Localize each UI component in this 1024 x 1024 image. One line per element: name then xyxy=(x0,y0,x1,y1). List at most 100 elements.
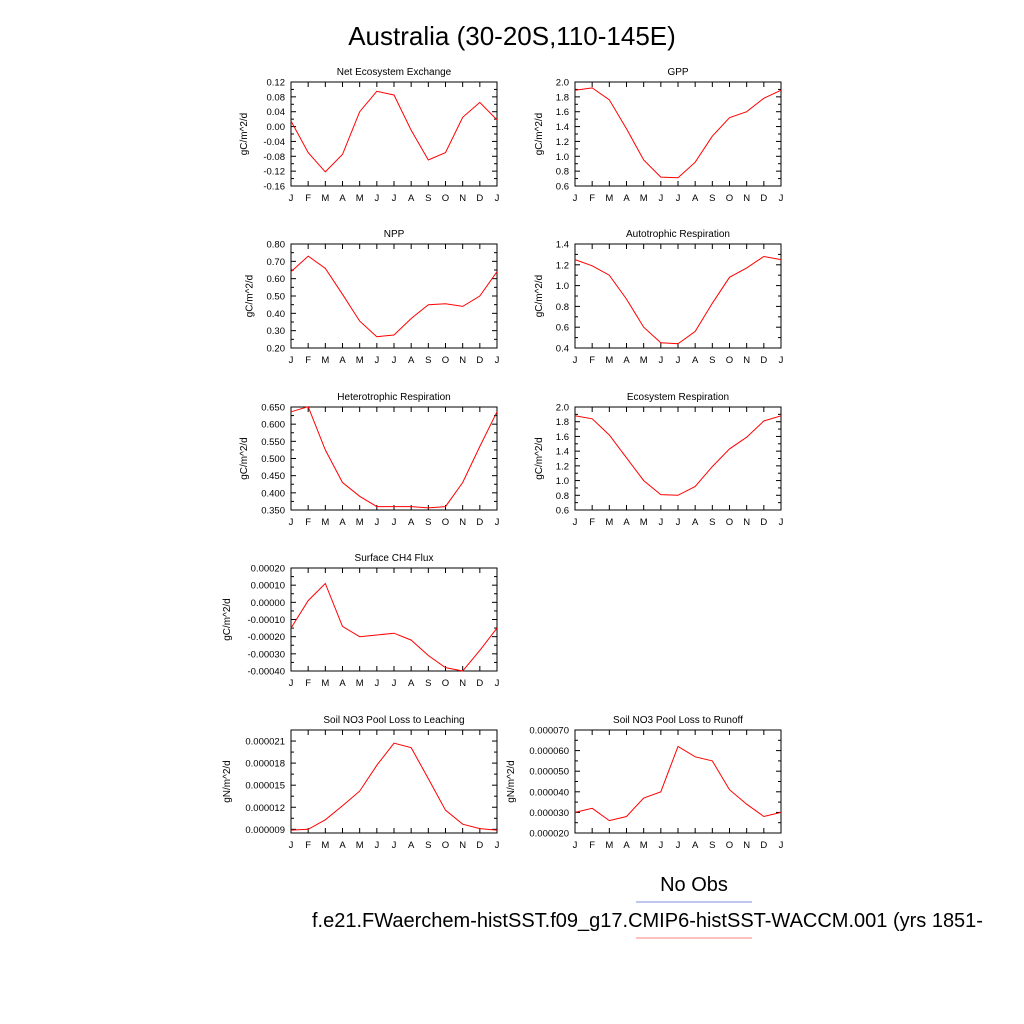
y-tick-label: 1.2 xyxy=(556,461,569,472)
x-tick-label: J xyxy=(289,355,294,366)
y-tick-label: 0.50 xyxy=(267,292,286,303)
x-tick-label: J xyxy=(779,517,784,528)
plot-frame xyxy=(290,81,498,187)
x-tick-label: N xyxy=(743,517,750,528)
x-tick-label: F xyxy=(305,517,311,528)
x-tick-label: N xyxy=(743,840,750,851)
y-tick-label: 0.450 xyxy=(261,471,285,482)
x-tick-label: J xyxy=(779,193,784,204)
y-tick-label: 0.20 xyxy=(267,344,286,355)
x-tick-label: J xyxy=(658,517,663,528)
y-tick-label: 0.8 xyxy=(556,491,569,502)
y-tick-label: 0.650 xyxy=(261,403,285,414)
y-tick-label: 0.500 xyxy=(261,454,285,465)
x-tick-label: M xyxy=(640,840,648,851)
x-tick-label: M xyxy=(321,193,329,204)
y-tick-label: 0.600 xyxy=(261,420,285,431)
x-tick-label: O xyxy=(442,840,449,851)
y-tick-label: 0.6 xyxy=(556,182,569,193)
x-tick-label: S xyxy=(709,517,715,528)
x-tick-label: S xyxy=(709,840,715,851)
x-tick-label: J xyxy=(392,193,397,204)
x-tick-label: F xyxy=(305,193,311,204)
panel-title: Heterotrophic Respiration xyxy=(337,392,450,403)
panel-title: Surface CH4 Flux xyxy=(355,553,434,564)
x-tick-label: D xyxy=(476,678,483,689)
y-tick-label: 0.00 xyxy=(267,122,286,133)
x-tick-label: D xyxy=(760,193,767,204)
x-tick-label: A xyxy=(339,840,346,851)
y-tick-label: 0.04 xyxy=(267,107,286,118)
x-tick-label: D xyxy=(476,517,483,528)
y-axis-label: gC/m^2/d xyxy=(239,437,250,480)
series-line xyxy=(574,415,782,496)
y-tick-label: 0.30 xyxy=(267,326,286,337)
x-tick-label: M xyxy=(321,840,329,851)
x-tick-label: N xyxy=(459,678,466,689)
x-tick-label: O xyxy=(442,678,449,689)
panel-title: Ecosystem Respiration xyxy=(627,392,729,403)
x-tick-label: F xyxy=(305,840,311,851)
x-tick-label: J xyxy=(495,193,500,204)
x-tick-label: N xyxy=(743,355,750,366)
y-tick-label: 1.8 xyxy=(556,417,569,428)
y-tick-label: 1.2 xyxy=(556,137,569,148)
x-tick-label: M xyxy=(356,355,364,366)
x-tick-label: J xyxy=(658,355,663,366)
x-tick-label: S xyxy=(425,517,431,528)
x-tick-label: O xyxy=(726,517,733,528)
panel-title: Soil NO3 Pool Loss to Runoff xyxy=(613,715,743,726)
x-tick-label: A xyxy=(408,193,415,204)
x-tick-label: A xyxy=(692,840,699,851)
y-tick-label: 0.6 xyxy=(556,323,569,334)
x-tick-label: J xyxy=(392,840,397,851)
series-line xyxy=(290,90,498,173)
y-tick-label: 1.4 xyxy=(556,240,569,251)
x-tick-label: J xyxy=(573,840,578,851)
x-tick-label: J xyxy=(573,517,578,528)
x-tick-label: A xyxy=(408,355,415,366)
x-tick-label: M xyxy=(356,678,364,689)
x-tick-label: M xyxy=(356,517,364,528)
x-tick-label: J xyxy=(573,355,578,366)
x-tick-label: D xyxy=(476,355,483,366)
x-tick-label: S xyxy=(425,678,431,689)
x-tick-label: M xyxy=(605,517,613,528)
x-tick-label: A xyxy=(692,355,699,366)
y-tick-label: 0.000070 xyxy=(529,726,569,737)
x-tick-label: M xyxy=(321,678,329,689)
x-tick-label: J xyxy=(374,193,379,204)
x-tick-label: J xyxy=(289,517,294,528)
x-tick-label: A xyxy=(408,678,415,689)
x-tick-label: J xyxy=(495,678,500,689)
y-tick-label: 0.000015 xyxy=(245,781,285,792)
figure-title: Australia (30-20S,110-145E) xyxy=(348,21,676,51)
legend-obs-label: No Obs xyxy=(660,874,728,896)
y-tick-label: 0.4 xyxy=(556,344,569,355)
plot-frame xyxy=(290,567,498,672)
y-tick-label: 0.550 xyxy=(261,437,285,448)
x-tick-label: A xyxy=(408,840,415,851)
y-tick-label: 2.0 xyxy=(556,403,569,414)
y-tick-label: 2.0 xyxy=(556,78,569,89)
x-tick-label: A xyxy=(339,355,346,366)
plot-frame xyxy=(290,406,498,511)
y-tick-label: 1.0 xyxy=(556,476,569,487)
x-tick-label: J xyxy=(676,193,681,204)
x-tick-label: A xyxy=(692,517,699,528)
y-axis-label: gC/m^2/d xyxy=(534,113,545,156)
x-tick-label: F xyxy=(305,678,311,689)
x-tick-label: N xyxy=(459,355,466,366)
y-tick-label: 0.08 xyxy=(267,92,286,103)
y-tick-label: 0.00010 xyxy=(251,581,285,592)
x-tick-label: J xyxy=(374,840,379,851)
y-tick-label: 0.00000 xyxy=(251,598,285,609)
x-tick-label: D xyxy=(476,840,483,851)
x-tick-label: J xyxy=(658,193,663,204)
y-tick-label: 0.400 xyxy=(261,488,285,499)
x-tick-label: M xyxy=(605,840,613,851)
x-tick-label: J xyxy=(779,840,784,851)
x-tick-label: J xyxy=(658,840,663,851)
